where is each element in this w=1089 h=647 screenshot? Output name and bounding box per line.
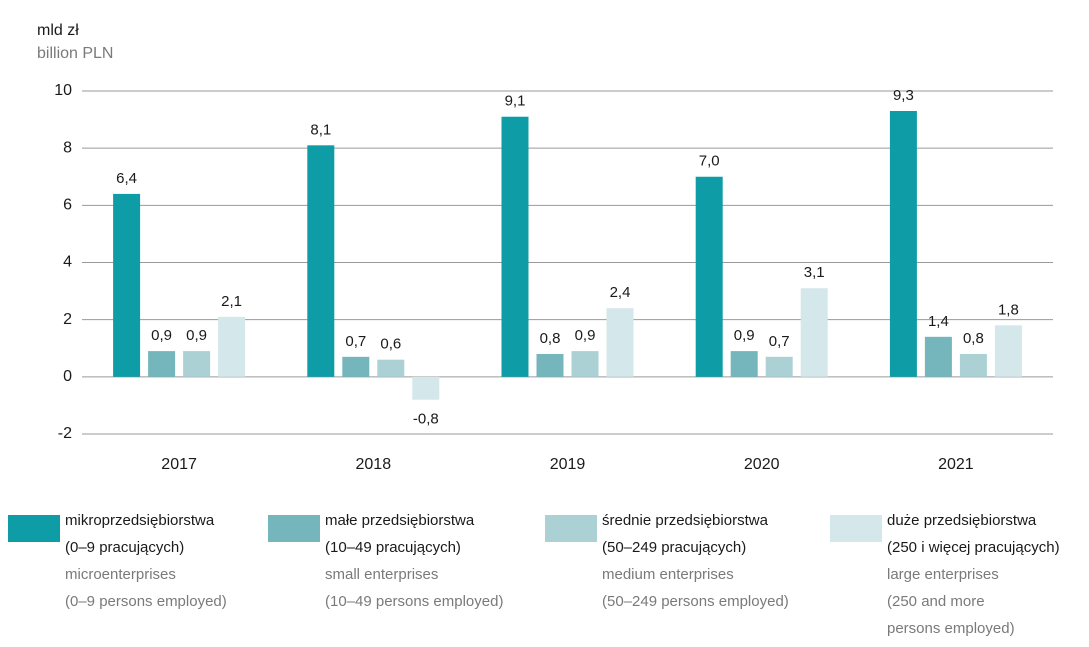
y-tick-label: 2 (63, 311, 72, 328)
data-label: 0,8 (540, 330, 561, 347)
data-label: 0,9 (575, 327, 596, 344)
bar (536, 353, 564, 377)
bar (889, 111, 917, 377)
y-axis-label-en: billion PLN (37, 45, 113, 62)
data-label: 0,7 (769, 333, 790, 350)
data-label: 0,9 (151, 327, 172, 344)
bar (959, 353, 987, 377)
data-label: 0,9 (734, 327, 755, 344)
x-tick-label: 2019 (550, 456, 586, 473)
bar (730, 351, 758, 377)
legend-label: duże przedsiębiorstwa (887, 512, 1037, 529)
legend-label: (50–249 pracujących) (602, 539, 746, 556)
data-label: 3,1 (804, 264, 825, 281)
bar (571, 351, 599, 377)
legend-label-en: (50–249 persons employed) (602, 593, 789, 610)
y-tick-label: 0 (63, 368, 72, 385)
bar (606, 308, 634, 377)
x-tick-label: 2018 (356, 456, 392, 473)
data-label: 0,6 (380, 336, 401, 353)
data-label: 9,3 (893, 87, 914, 104)
bar (307, 145, 335, 377)
y-tick-label: -2 (58, 425, 72, 442)
legend-swatch (8, 515, 60, 542)
data-label: 0,7 (345, 333, 366, 350)
x-tick-label: 2021 (938, 456, 974, 473)
y-tick-label: 6 (63, 197, 72, 214)
x-tick-label: 2017 (161, 456, 197, 473)
legend-swatch (545, 515, 597, 542)
y-tick-label: 4 (63, 254, 72, 271)
legend-label-en: small enterprises (325, 566, 438, 583)
legend-label: (10–49 pracujących) (325, 539, 461, 556)
data-label: 1,8 (998, 301, 1019, 318)
legend-label: średnie przedsiębiorstwa (602, 512, 769, 529)
data-label: -0,8 (413, 411, 439, 428)
bar (113, 193, 141, 377)
bar (218, 316, 246, 377)
y-axis-label: mld zł (37, 22, 79, 39)
legend-label-en: microenterprises (65, 566, 176, 583)
legend-label-en: persons employed) (887, 620, 1015, 637)
legend-label: mikroprzedsiębiorstwa (65, 512, 215, 529)
data-label: 6,4 (116, 170, 137, 187)
legend-swatch (830, 515, 882, 542)
bar (800, 288, 828, 377)
data-label: 7,0 (699, 153, 720, 170)
bar (695, 176, 723, 377)
bar (377, 359, 405, 377)
bar (148, 351, 176, 377)
bar (412, 376, 440, 400)
data-label: 8,1 (310, 121, 331, 138)
bar (501, 116, 529, 377)
bar (924, 336, 952, 377)
legend-label-en: large enterprises (887, 566, 999, 583)
bar (765, 356, 793, 377)
data-label: 0,9 (186, 327, 207, 344)
legend-label: małe przedsiębiorstwa (325, 512, 475, 529)
legend-label-en: (0–9 persons employed) (65, 593, 227, 610)
legend-label-en: (250 and more (887, 593, 985, 610)
y-tick-label: 10 (54, 82, 72, 99)
y-tick-label: 8 (63, 139, 72, 156)
x-tick-label: 2020 (744, 456, 780, 473)
data-label: 2,4 (610, 284, 631, 301)
bar (342, 356, 370, 377)
legend-label: (250 i więcej pracujących) (887, 539, 1060, 556)
bar (994, 325, 1022, 377)
data-label: 2,1 (221, 293, 242, 310)
data-label: 1,4 (928, 313, 949, 330)
legend-label: (0–9 pracujących) (65, 539, 184, 556)
legend-label-en: medium enterprises (602, 566, 734, 583)
data-label: 9,1 (505, 93, 526, 110)
legend-swatch (268, 515, 320, 542)
bar (183, 351, 211, 377)
legend-label-en: (10–49 persons employed) (325, 593, 503, 610)
data-label: 0,8 (963, 330, 984, 347)
